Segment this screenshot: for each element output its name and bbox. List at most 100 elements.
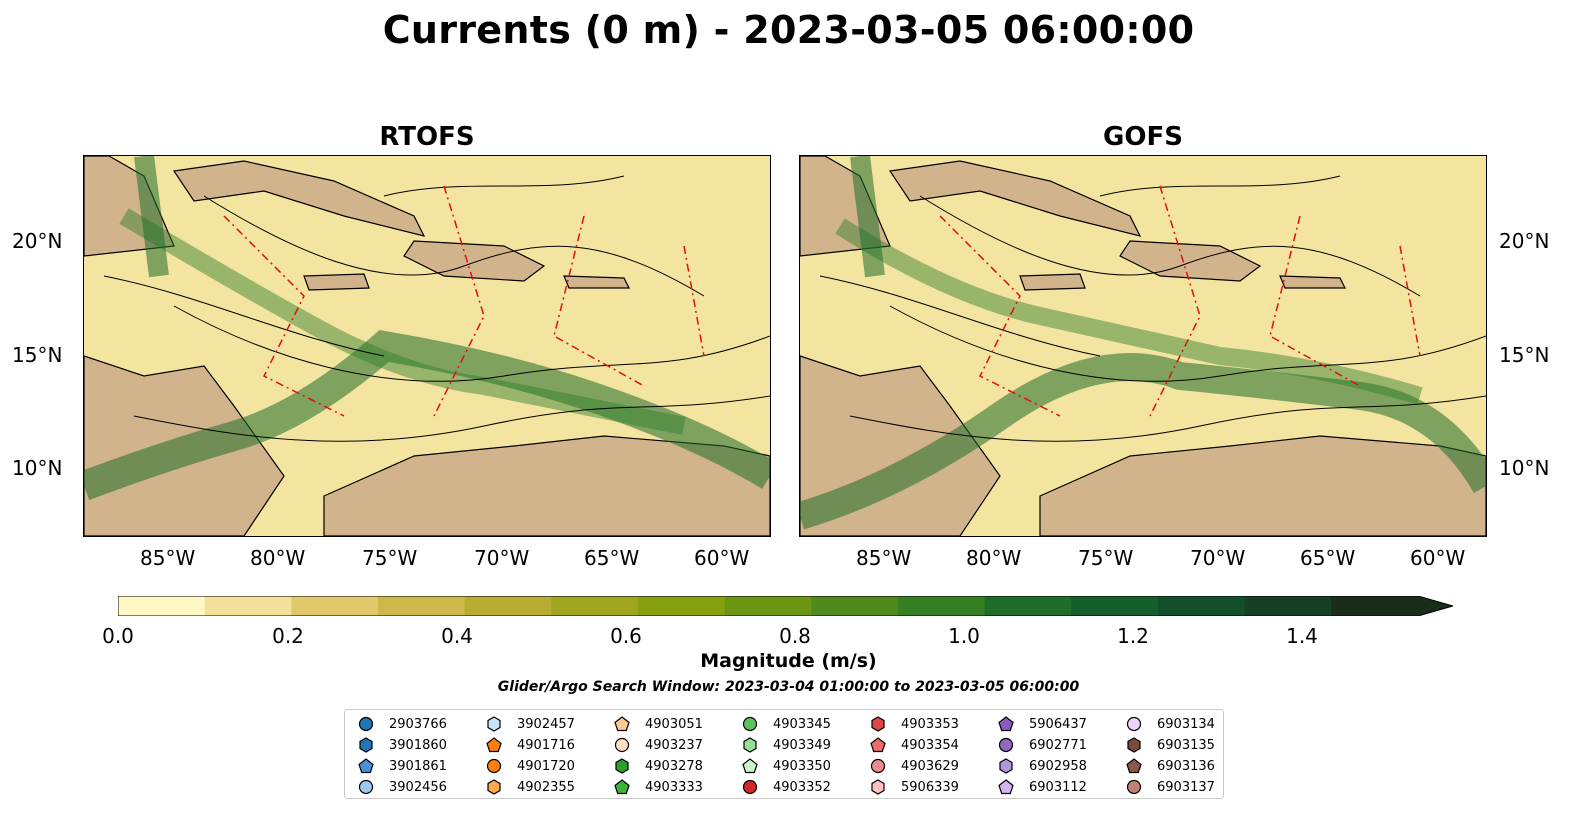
legend-item-label: 3901861 bbox=[389, 758, 447, 774]
circle-marker-icon bbox=[358, 716, 374, 732]
legend-item: 6903135 bbox=[1125, 735, 1215, 755]
legend-item-label: 4903629 bbox=[901, 758, 959, 774]
legend-item: 4903353 bbox=[869, 714, 959, 734]
legend-item: 4903237 bbox=[613, 735, 703, 755]
lat-label-left-10: 10°N bbox=[12, 456, 63, 480]
panel-title-rtofs: RTOFS bbox=[379, 122, 475, 152]
lon-label-right-65: 65°W bbox=[1300, 546, 1356, 570]
colorbar-tick: 0.4 bbox=[441, 624, 473, 648]
legend-item: 4903349 bbox=[741, 735, 831, 755]
legend-item: 3902456 bbox=[357, 777, 447, 797]
legend-item-label: 4903345 bbox=[773, 716, 831, 732]
hexagon-marker-icon bbox=[359, 737, 373, 753]
colorbar-segment bbox=[1071, 596, 1159, 616]
legend-item-label: 4903353 bbox=[901, 716, 959, 732]
legend-item-label: 6903136 bbox=[1157, 758, 1215, 774]
hexagon-marker-icon bbox=[615, 758, 629, 774]
legend-item-label: 6902771 bbox=[1029, 737, 1087, 753]
colorbar-extend-arrow bbox=[1418, 596, 1453, 616]
colorbar-label: Magnitude (m/s) bbox=[700, 650, 877, 672]
legend-item-label: 4903354 bbox=[901, 737, 959, 753]
legend-item-label: 5906437 bbox=[1029, 716, 1087, 732]
map-rtofs bbox=[83, 155, 771, 537]
legend-item: 6903136 bbox=[1125, 756, 1215, 776]
pentagon-marker-icon bbox=[614, 779, 630, 795]
circle-marker-icon bbox=[1126, 716, 1142, 732]
colorbar-tick: 0.0 bbox=[102, 624, 134, 648]
legend-item: 6903137 bbox=[1125, 777, 1215, 797]
colorbar-tick: 0.6 bbox=[610, 624, 642, 648]
circle-marker-icon bbox=[614, 737, 630, 753]
search-window-caption: Glider/Argo Search Window: 2023-03-04 01… bbox=[497, 679, 1080, 695]
legend-item: 6903134 bbox=[1125, 714, 1215, 734]
legend-item-label: 4903237 bbox=[645, 737, 703, 753]
pentagon-marker-icon bbox=[742, 758, 758, 774]
colorbar-segment bbox=[1331, 596, 1419, 616]
legend-item-label: 4902355 bbox=[517, 779, 575, 795]
colorbar-segment bbox=[464, 596, 552, 616]
legend-item-label: 3902457 bbox=[517, 716, 575, 732]
lat-label-left-15: 15°N bbox=[12, 343, 63, 367]
lon-label-right-60: 60°W bbox=[1410, 546, 1466, 570]
colorbar-segment bbox=[811, 596, 899, 616]
lon-label-right-80: 80°W bbox=[966, 546, 1022, 570]
colorbar-segment bbox=[551, 596, 639, 616]
legend-item: 2903766 bbox=[357, 714, 447, 734]
figure-title: Currents (0 m) - 2023-03-05 06:00:00 bbox=[382, 8, 1195, 52]
map-gofs bbox=[799, 155, 1487, 537]
lon-label-right-70: 70°W bbox=[1190, 546, 1246, 570]
colorbar-segment bbox=[1158, 596, 1246, 616]
colorbar-segment bbox=[984, 596, 1072, 616]
hexagon-marker-icon bbox=[487, 779, 501, 795]
pentagon-marker-icon bbox=[486, 737, 502, 753]
legend-item-label: 5906339 bbox=[901, 779, 959, 795]
legend-item: 3901861 bbox=[357, 756, 447, 776]
legend-item-label: 4903333 bbox=[645, 779, 703, 795]
circle-marker-icon bbox=[742, 716, 758, 732]
legend-item: 6902958 bbox=[997, 756, 1087, 776]
colorbar-segment bbox=[724, 596, 812, 616]
legend-item-label: 6903134 bbox=[1157, 716, 1215, 732]
pentagon-marker-icon bbox=[998, 716, 1014, 732]
hexagon-marker-icon bbox=[871, 716, 885, 732]
colorbar-segment bbox=[898, 596, 986, 616]
colorbar-segment bbox=[291, 596, 379, 616]
colorbar-tick: 0.2 bbox=[272, 624, 304, 648]
legend-item-label: 3902456 bbox=[389, 779, 447, 795]
colorbar-tick: 1.2 bbox=[1117, 624, 1149, 648]
legend-item-label: 4903352 bbox=[773, 779, 831, 795]
legend-item: 4903352 bbox=[741, 777, 831, 797]
legend-item: 5906437 bbox=[997, 714, 1087, 734]
legend-item-label: 4903051 bbox=[645, 716, 703, 732]
legend-item: 4903051 bbox=[613, 714, 703, 734]
pentagon-marker-icon bbox=[870, 737, 886, 753]
legend-item: 3902457 bbox=[485, 714, 575, 734]
lat-label-right-20: 20°N bbox=[1499, 229, 1550, 253]
pentagon-marker-icon bbox=[614, 716, 630, 732]
colorbar-segment bbox=[378, 596, 466, 616]
legend-item: 5906339 bbox=[869, 777, 959, 797]
legend-item: 4901716 bbox=[485, 735, 575, 755]
legend-item-label: 6902958 bbox=[1029, 758, 1087, 774]
colorbar-segment bbox=[1244, 596, 1332, 616]
legend-item-label: 4903278 bbox=[645, 758, 703, 774]
colorbar-segment bbox=[638, 596, 726, 616]
lon-label-left-80: 80°W bbox=[250, 546, 306, 570]
legend-item: 6903112 bbox=[997, 777, 1087, 797]
circle-marker-icon bbox=[870, 758, 886, 774]
legend-item-label: 2903766 bbox=[389, 716, 447, 732]
lat-label-right-15: 15°N bbox=[1499, 343, 1550, 367]
lon-label-left-70: 70°W bbox=[474, 546, 530, 570]
legend: 2903766 3901860 3901861 3902456 3902457 49017… bbox=[344, 709, 1224, 799]
legend-item-label: 4903350 bbox=[773, 758, 831, 774]
legend-item: 4902355 bbox=[485, 777, 575, 797]
circle-marker-icon bbox=[742, 779, 758, 795]
colorbar-gradient bbox=[117, 595, 1455, 617]
legend-item-label: 4903349 bbox=[773, 737, 831, 753]
legend-item: 4901720 bbox=[485, 756, 575, 776]
lat-label-left-20: 20°N bbox=[12, 229, 63, 253]
circle-marker-icon bbox=[1126, 779, 1142, 795]
legend-item: 4903345 bbox=[741, 714, 831, 734]
pentagon-marker-icon bbox=[1126, 758, 1142, 774]
legend-item-label: 6903137 bbox=[1157, 779, 1215, 795]
